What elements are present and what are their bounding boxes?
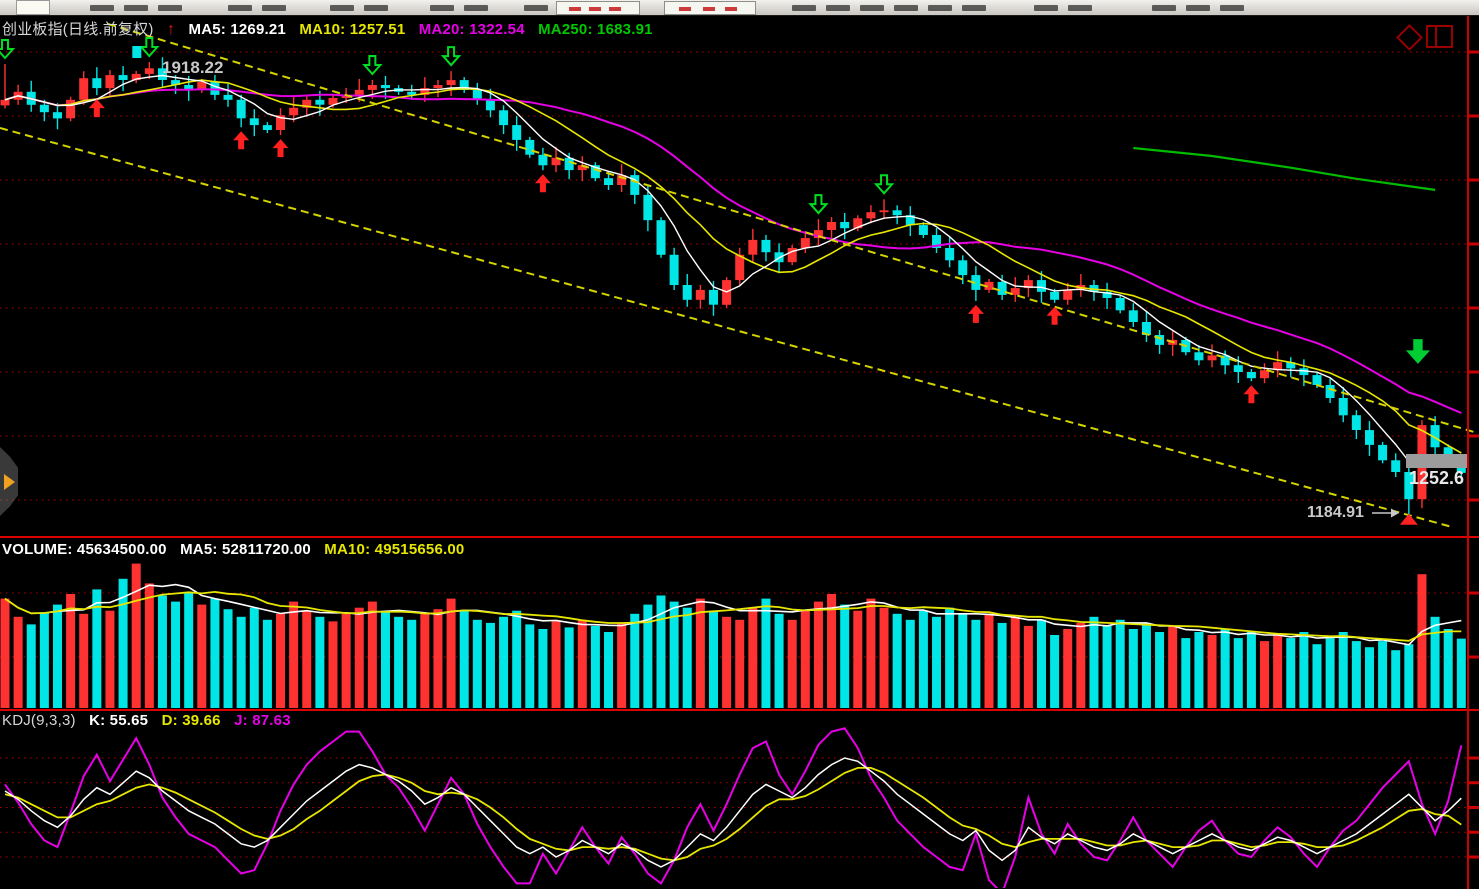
clipped-menu-text <box>894 5 918 11</box>
clipped-menu-text <box>1034 5 1058 11</box>
signal-markers <box>0 37 1431 525</box>
peak-flag-icon <box>132 46 142 58</box>
clipped-red-text <box>679 7 691 11</box>
volume-ma5-value[interactable]: MA5: 52811720.00 <box>180 541 311 558</box>
volume-series <box>0 563 1466 708</box>
clipped-menu-text <box>330 5 354 11</box>
volume-pane-header: VOLUME: 45634500.00 MA5: 52811720.00 MA1… <box>2 541 473 558</box>
toolbar-button[interactable] <box>16 0 50 15</box>
split-divider <box>1435 27 1437 46</box>
ma10-value[interactable]: MA10: 1257.51 <box>299 21 406 38</box>
symbol-title: 创业板指(日线.前复权) <box>2 21 154 38</box>
kdj-k-value: K: 55.65 <box>89 712 149 729</box>
peak-price-label: 1918.22 <box>162 58 224 77</box>
clipped-menu-text <box>826 5 850 11</box>
trend-up-arrow-icon: ↑ <box>166 21 176 38</box>
clipped-menu-text <box>364 5 388 11</box>
clipped-menu-text <box>928 5 952 11</box>
ma20-value[interactable]: MA20: 1322.54 <box>418 21 525 38</box>
clipped-menu-text <box>228 5 252 11</box>
price-box-1 <box>556 1 640 15</box>
clipped-menu-text <box>792 5 816 11</box>
clipped-red-text <box>589 7 601 11</box>
clipped-red-text <box>569 7 581 11</box>
price-ma-lines <box>4 74 1462 463</box>
price-box-2 <box>664 1 756 15</box>
clipped-menu-text <box>1068 5 1092 11</box>
grid-lines <box>0 51 1467 858</box>
clipped-menu-text <box>158 5 182 11</box>
clipped-red-text <box>725 7 737 11</box>
clipped-menu-text <box>430 5 454 11</box>
trend-channel <box>0 23 1475 528</box>
kdj-title[interactable]: KDJ(9,3,3) <box>2 712 76 729</box>
clipped-menu-text <box>524 5 548 11</box>
ma250-line <box>1133 146 1436 191</box>
last-price-label: 1252.6 <box>1409 468 1465 488</box>
kdj-pane-header: KDJ(9,3,3) K: 55.65 D: 39.66 J: 87.63 <box>2 712 300 729</box>
clipped-menu-text <box>124 5 148 11</box>
clipped-menu-text <box>962 5 986 11</box>
last-price-marker <box>1406 454 1467 468</box>
clipped-menu-text <box>90 5 114 11</box>
kdj-series <box>4 727 1463 888</box>
volume-ma10-value[interactable]: MA10: 49515656.00 <box>324 541 465 558</box>
clipped-menu-text <box>464 5 488 11</box>
side-panel-handle[interactable] <box>0 447 18 516</box>
volume-value[interactable]: VOLUME: 45634500.00 <box>2 541 167 558</box>
price-axis <box>0 16 1479 889</box>
clipped-red-text <box>609 7 621 11</box>
kdj-j-value: J: 87.63 <box>234 712 291 729</box>
clipped-red-text <box>703 7 715 11</box>
split-window-icon[interactable] <box>1426 25 1453 48</box>
low-price-label: 1184.91 <box>1307 504 1364 521</box>
menu-bar[interactable] <box>0 0 1479 16</box>
ma250-value[interactable]: MA250: 1683.91 <box>538 21 653 38</box>
ma5-value[interactable]: MA5: 1269.21 <box>188 21 286 38</box>
clipped-menu-text <box>1220 5 1244 11</box>
candlestick-series <box>0 57 1466 515</box>
kdj-d-value: D: 39.66 <box>161 712 221 729</box>
clipped-menu-text <box>1186 5 1210 11</box>
clipped-menu-text <box>262 5 286 11</box>
clipped-menu-text <box>1152 5 1176 11</box>
expand-arrow-icon <box>4 474 15 490</box>
clipped-menu-text <box>860 5 884 11</box>
main-pane-header: 创业板指(日线.前复权) ↑ MA5: 1269.21 MA10: 1257.5… <box>2 18 662 39</box>
